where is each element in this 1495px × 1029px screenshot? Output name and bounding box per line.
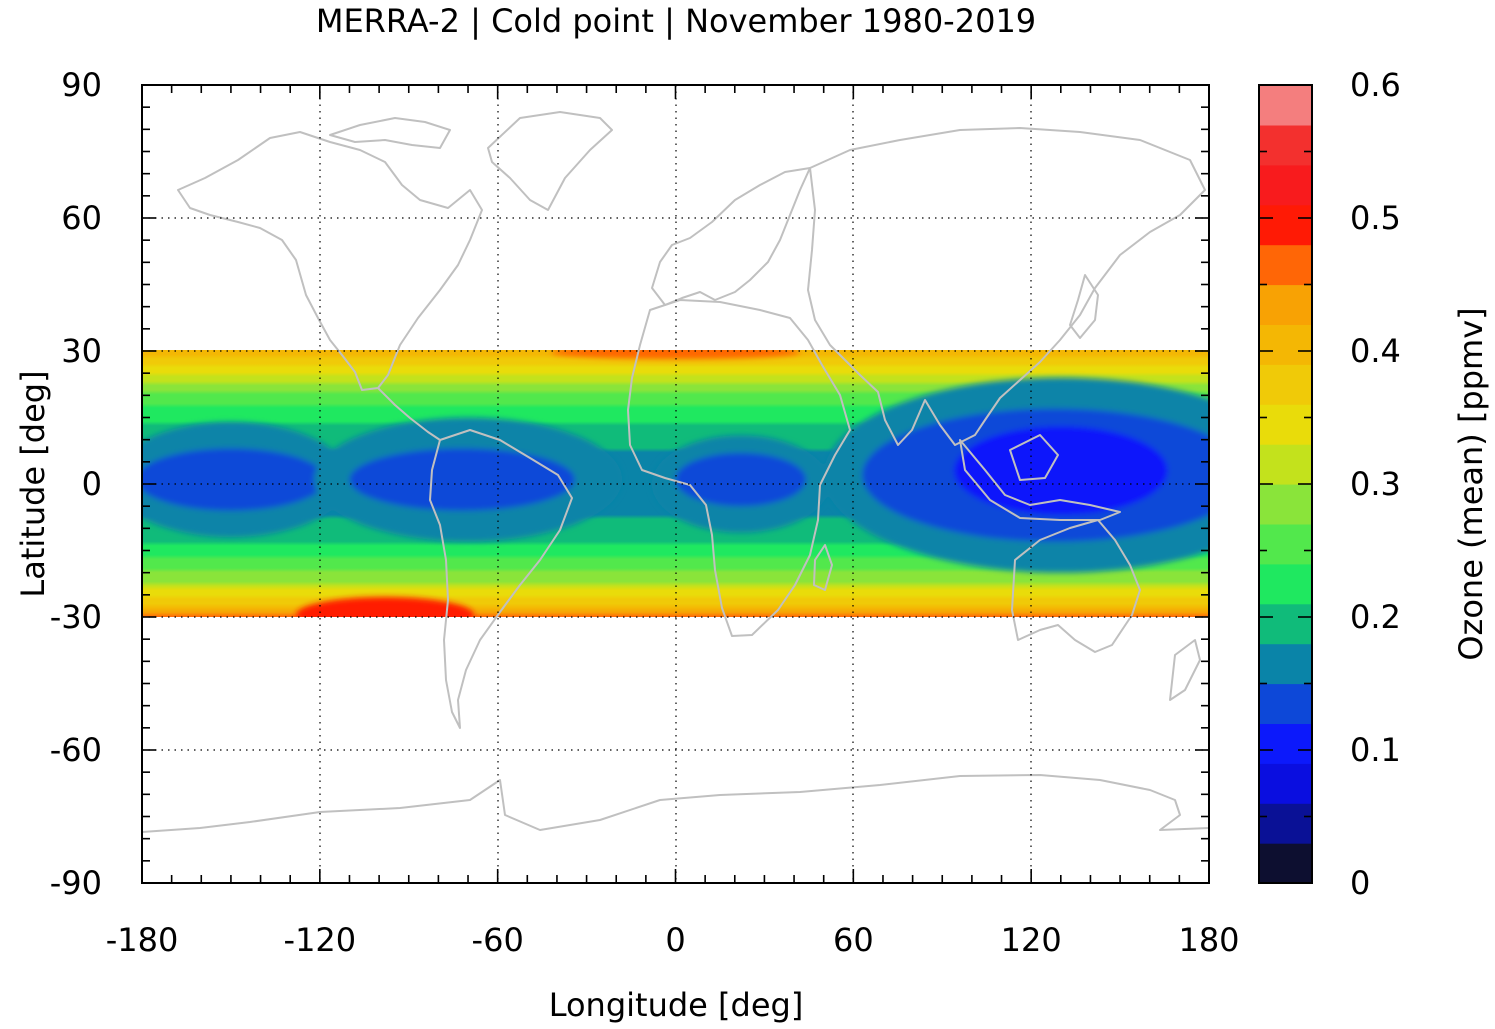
colorbar-label: Ozone (mean) [ppmv] [1452, 307, 1490, 660]
y-tick-label: -30 [50, 598, 102, 636]
colorbar: 0 0.1 0.2 0.3 0.4 0.5 0.6 Ozone (mean) [ppmv] [1258, 66, 1490, 902]
grid [142, 85, 1209, 883]
colorbar-swatch [1259, 124, 1312, 166]
field-contour [296, 597, 474, 617]
colorbar-swatch [1259, 204, 1312, 246]
field-contour [954, 426, 1168, 516]
colorbar-swatch [1259, 324, 1312, 365]
coast-south-america [429, 429, 573, 729]
field-features [142, 350, 1209, 617]
colorbar-swatch [1259, 164, 1312, 206]
coast-indonesia [959, 439, 1121, 521]
colorbar-swatch [1259, 523, 1312, 565]
colorbar-swatch [1259, 364, 1312, 405]
x-tick-label: 0 [665, 921, 685, 959]
colorbar-swatch [1259, 444, 1312, 485]
y-axis-label: Latitude [deg] [14, 370, 52, 597]
coast-antarctica [141, 774, 1210, 833]
colorbar-swatch [1259, 85, 1312, 126]
x-axis-label: Longitude [deg] [549, 986, 804, 1024]
colorbar-tick-label: 0.1 [1350, 731, 1401, 769]
y-tick-label: -60 [50, 731, 102, 769]
colorbar-swatch [1259, 563, 1312, 605]
plot-frame [141, 84, 1210, 884]
coast-borneo [1009, 434, 1059, 481]
field-contour [349, 448, 575, 511]
coast-madagascar [813, 544, 833, 591]
y-tick-label: 90 [61, 66, 102, 104]
y-tick-label: 0 [82, 465, 102, 503]
y-tick-label: 60 [61, 199, 102, 237]
x-tick-label: 60 [833, 921, 874, 959]
y-tick-labels: 90 60 30 0 -30 -60 -90 [50, 66, 102, 902]
coast-central-america [377, 387, 441, 441]
coast-australia [1011, 519, 1141, 653]
colorbar-swatch [1259, 763, 1312, 804]
coast-greenland [487, 111, 613, 211]
x-tick-label: 180 [1178, 921, 1239, 959]
y-tick-label: -90 [50, 864, 102, 902]
colorbar-swatch [1259, 683, 1312, 724]
chart-title: MERRA-2 | Cold point | November 1980-201… [316, 2, 1036, 40]
coast-asia [807, 127, 1206, 446]
x-tick-label: -120 [284, 921, 357, 959]
colorbar-tick-label: 0.2 [1350, 598, 1401, 636]
coast-europe [651, 167, 811, 306]
field-contour [675, 452, 806, 507]
field-contour [551, 350, 800, 359]
colorbar-swatch [1259, 803, 1312, 844]
x-tick-labels: -180 -120 -60 0 60 120 180 [106, 921, 1240, 959]
colorbar-tick-labels: 0 0.1 0.2 0.3 0.4 0.5 0.6 [1350, 66, 1401, 902]
coast-arctic-islands [329, 117, 451, 149]
axis-ticks [141, 84, 1210, 884]
colorbar-swatch [1259, 643, 1312, 685]
colorbar-frame [1258, 84, 1313, 884]
coastlines [141, 111, 1210, 833]
colorbar-swatches [1259, 85, 1312, 884]
field-contour [142, 448, 326, 511]
y-tick-label: 30 [61, 332, 102, 370]
colorbar-tick-label: 0.4 [1350, 332, 1401, 370]
coast-japan [1069, 274, 1099, 339]
colorbar-swatch [1259, 843, 1312, 884]
colorbar-swatch [1259, 284, 1312, 325]
colorbar-tick-label: 0.6 [1350, 66, 1401, 104]
coast-africa [627, 299, 851, 637]
colorbar-swatch [1259, 723, 1312, 764]
x-tick-label: 120 [1001, 921, 1062, 959]
coast-north-america [177, 131, 483, 391]
colorbar-swatch [1259, 603, 1312, 645]
colorbar-tick-label: 0.3 [1350, 465, 1401, 503]
colorbar-tick-label: 0 [1350, 864, 1370, 902]
x-tick-label: -60 [472, 921, 524, 959]
colorbar-tick-label: 0.5 [1350, 199, 1401, 237]
coast-new-zealand [1169, 639, 1201, 701]
x-tick-label: -180 [106, 921, 179, 959]
colorbar-swatch [1259, 484, 1312, 525]
ozone-field [142, 350, 1209, 617]
colorbar-swatch [1259, 244, 1312, 286]
colorbar-swatch [1259, 404, 1312, 445]
